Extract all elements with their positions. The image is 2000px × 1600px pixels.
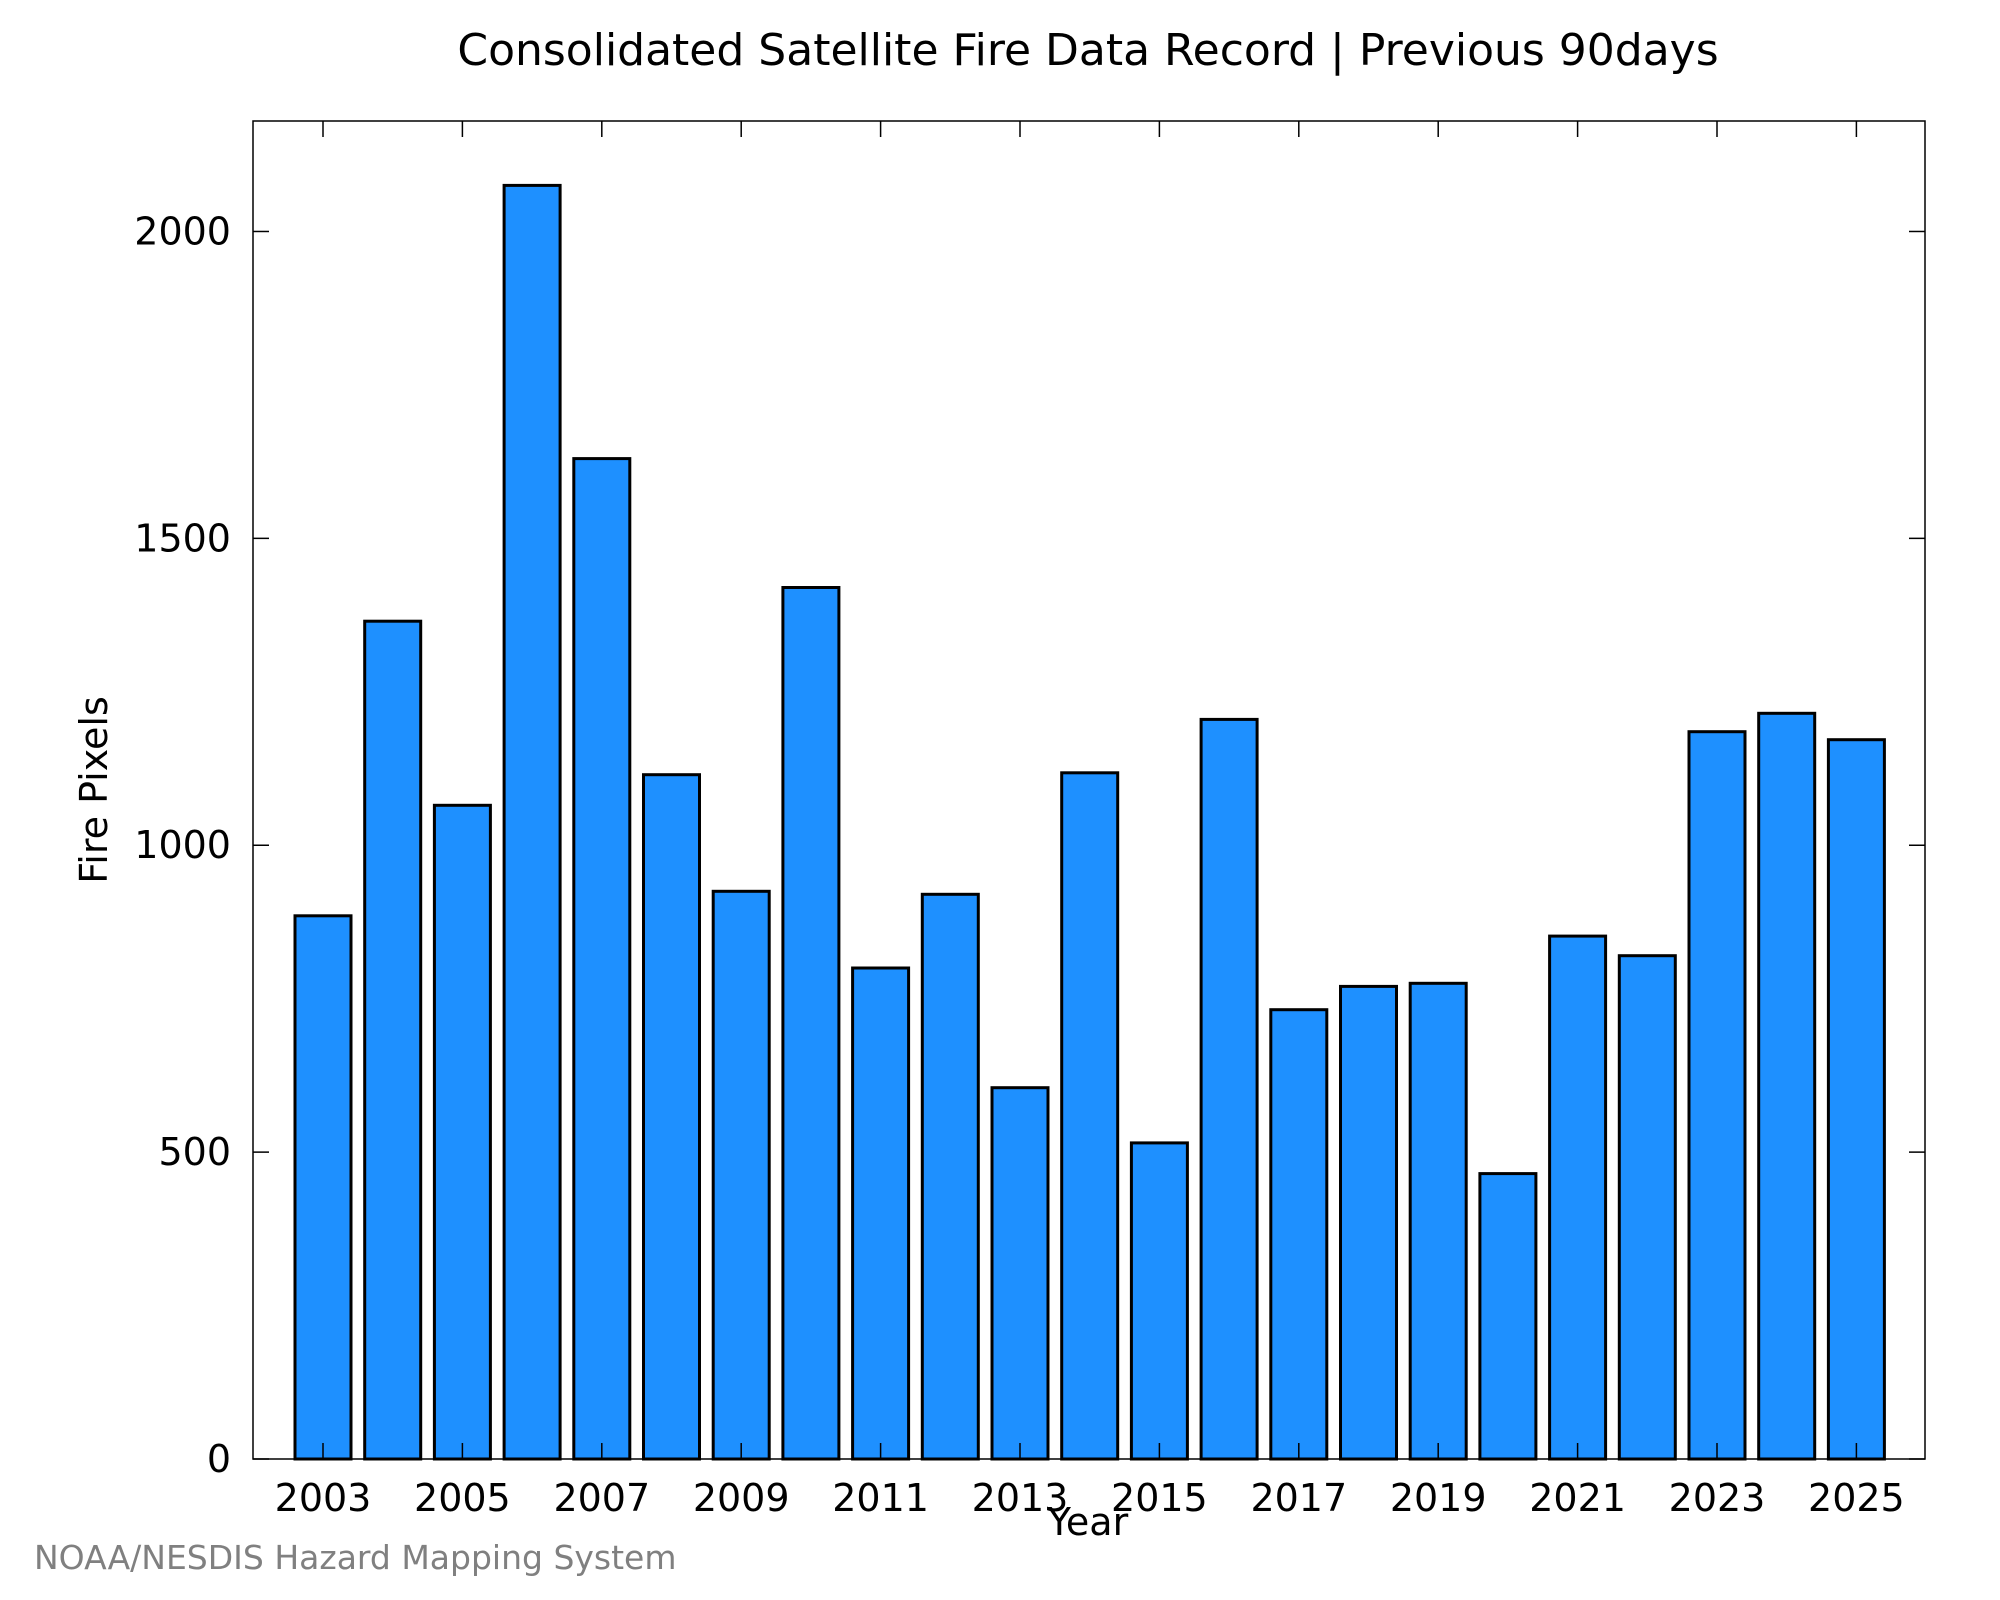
bar-2022 [1617,954,1677,1461]
bar-2025 [1826,738,1886,1461]
bars-group [293,183,1886,1461]
source-credit: NOAA/NESDIS Hazard Mapping System [34,1538,677,1577]
bar-2008 [642,773,701,1461]
bar-2012 [920,892,980,1461]
bar-2010 [781,586,841,1461]
bar-2005 [432,803,492,1461]
bar-2014 [1060,771,1120,1461]
bar-2007 [572,457,632,1461]
bar-2018 [1339,984,1398,1461]
y-tick-label: 0 [207,1437,231,1481]
x-tick-label: 2023 [1669,1476,1766,1520]
bar-2004 [363,619,423,1461]
bar-2009 [711,889,771,1461]
x-tick-label: 2005 [414,1476,511,1520]
bar-2019 [1408,981,1468,1461]
bar-2011 [851,966,911,1461]
y-tick-label: 500 [158,1130,231,1174]
bar-2015 [1129,1141,1189,1461]
x-tick-label: 2017 [1250,1476,1347,1520]
bar-2016 [1199,717,1259,1461]
bar-2023 [1687,730,1747,1461]
bar-2024 [1757,711,1817,1461]
bar-2021 [1548,934,1608,1461]
bar-2013 [990,1086,1050,1461]
axes-group: 0 500 1000 1500 2000 2003 2005 2007 2009 2011 2013… [134,120,1926,1520]
x-tick-label: 2009 [693,1476,790,1520]
x-tick-label: 2021 [1529,1476,1626,1520]
x-tick-label: 2013 [972,1476,1069,1520]
x-tick-label: 2019 [1390,1476,1487,1520]
y-tick-label: 1000 [134,823,231,867]
y-axis-label: Fire Pixels [72,696,116,884]
x-tick-label: 2015 [1111,1476,1208,1520]
chart-title: Consolidated Satellite Fire Data Record … [457,25,1718,76]
x-tick-label: 2003 [275,1476,372,1520]
bar-2006 [502,183,562,1461]
y-tick-label: 1500 [134,516,231,560]
bar-2003 [293,914,353,1461]
x-tick-label: 2007 [553,1476,650,1520]
x-tick-label: 2025 [1808,1476,1905,1520]
plot-frame [252,120,1926,1460]
bar-2020 [1478,1172,1538,1461]
y-tick-label: 2000 [134,209,231,253]
x-tick-label: 2011 [832,1476,929,1520]
x-axis-label: Year [1047,1500,1129,1544]
bar-2017 [1269,1008,1329,1461]
